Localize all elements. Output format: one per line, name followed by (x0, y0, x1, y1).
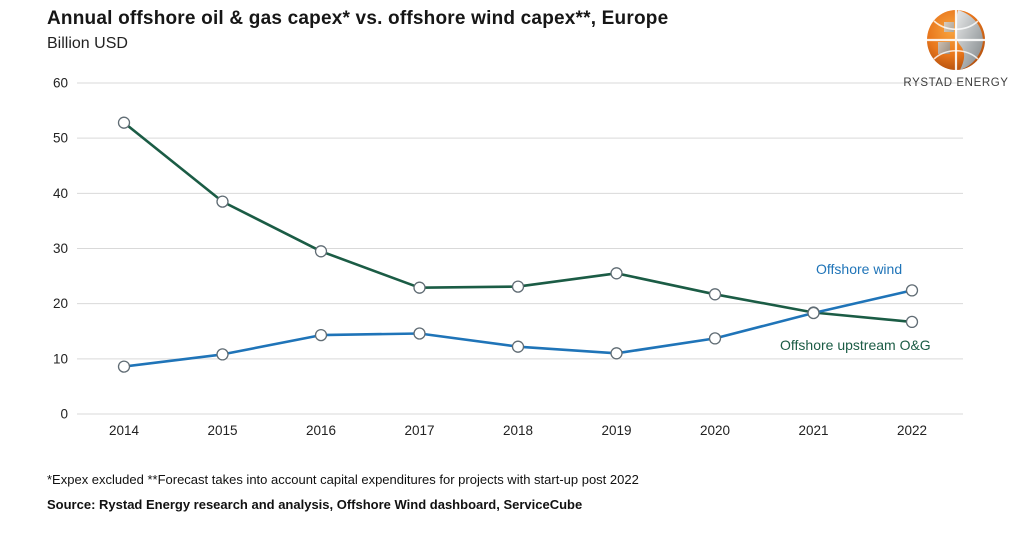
y-tick-label-0: 0 (60, 407, 68, 422)
data-point-offshore-upstream-o-g-2014 (117, 116, 131, 129)
data-point-offshore-wind-2016 (314, 328, 328, 342)
chart-header: Annual offshore oil & gas capex* vs. off… (47, 8, 668, 53)
x-tick-label-2019: 2019 (601, 423, 631, 438)
line-chart: 0 10 20 30 40 50 60 2014 2015 2016 2017 2018 2019 202… (53, 76, 963, 438)
data-point-offshore-upstream-o-g-2020 (708, 288, 722, 301)
rystad-logo: RYSTAD ENERGY (898, 8, 1014, 89)
series-line-offshore-wind (123, 289, 913, 368)
x-tick-label-2015: 2015 (207, 423, 237, 438)
data-point-offshore-upstream-o-g-2019 (610, 267, 623, 280)
data-point-offshore-upstream-o-g-2022 (905, 315, 919, 329)
y-tick-label-30: 30 (53, 241, 68, 256)
chart-subtitle: Billion USD (47, 35, 128, 52)
x-tick-label-2014: 2014 (109, 423, 140, 438)
chart-title: Annual offshore oil & gas capex* vs. off… (47, 8, 669, 29)
x-tick-label-2021: 2021 (798, 423, 828, 438)
x-tick-label-2022: 2022 (897, 423, 927, 438)
data-point-offshore-wind-2021 (807, 306, 820, 320)
data-point-offshore-upstream-o-g-2017 (413, 281, 426, 294)
y-tick-label-50: 50 (53, 131, 68, 146)
footnote: *Expex excluded **Forecast takes into ac… (47, 472, 639, 487)
data-point-offshore-wind-2014 (117, 360, 131, 373)
data-point-offshore-wind-2017 (413, 327, 426, 340)
data-point-offshore-upstream-o-g-2016 (314, 245, 328, 258)
y-tick-label-40: 40 (53, 186, 68, 201)
series-label-offshore-upstream-oag: Offshore upstream O&G (780, 337, 931, 353)
rystad-globe-icon (927, 10, 985, 70)
x-tick-label-2017: 2017 (404, 423, 434, 438)
x-tick-label-2016: 2016 (306, 423, 336, 438)
y-tick-label-10: 10 (53, 351, 68, 366)
data-point-offshore-wind-2015 (216, 348, 229, 361)
source-line: Source: Rystad Energy research and analy… (47, 497, 583, 512)
data-point-offshore-wind-2022 (905, 284, 919, 297)
data-point-offshore-wind-2018 (511, 340, 525, 353)
y-tick-label-20: 20 (53, 296, 68, 311)
rystad-logo-text: RYSTAD ENERGY (903, 77, 1009, 89)
series-label-offshore-wind: Offshore wind (816, 261, 903, 277)
x-tick-label-2020: 2020 (700, 423, 730, 438)
data-point-offshore-wind-2019 (610, 347, 623, 360)
x-tick-label-2018: 2018 (503, 423, 533, 438)
y-tick-label-60: 60 (53, 76, 68, 91)
data-point-offshore-wind-2020 (708, 332, 722, 345)
data-point-offshore-upstream-o-g-2018 (511, 280, 525, 293)
data-point-offshore-upstream-o-g-2015 (216, 195, 229, 208)
